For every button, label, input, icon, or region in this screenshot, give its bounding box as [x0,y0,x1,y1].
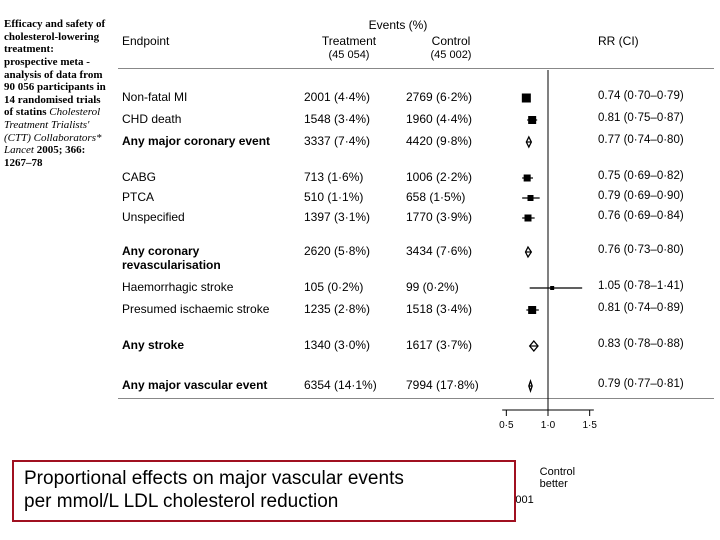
forest-plot: 0·5 1·0 1·5 [498,70,598,450]
row-control: 3434 (7·6%) [406,244,496,258]
row-treatment: 1340 (3·0%) [304,338,394,352]
row-control: 4420 (9·8%) [406,134,496,148]
row-control: 1617 (3·7%) [406,338,496,352]
hdr-treatment: Treatment [304,34,394,48]
row-control: 1518 (3·4%) [406,302,496,316]
svg-text:0·5: 0·5 [499,420,514,431]
hdr-control: Control [406,34,496,48]
row-label: Any major vascular event [122,378,297,392]
row-rr: 0.79 (0·69–0·90) [598,190,718,202]
row-control: 7994 (17·8%) [406,378,496,392]
table-row: CHD death1548 (3·4%)1960 (4·4%)0.81 (0·7… [118,112,714,130]
row-treatment: 510 (1·1%) [304,190,394,204]
row-label: CHD death [122,112,297,126]
row-rr: 0.81 (0·75–0·87) [598,112,718,124]
table-row: Unspecified1397 (3·1%)1770 (3·9%)0.76 (0… [118,210,714,228]
row-control: 1006 (2·2%) [406,170,496,184]
hdr-rr: RR (CI) [598,34,716,48]
row-treatment: 105 (0·2%) [304,280,394,294]
row-rr: 1.05 (0·78–1·41) [598,280,718,292]
citation-title: Efficacy and safety of cholesterol-lower… [4,18,106,118]
table-row: Any stroke1340 (3·0%)1617 (3·7%)0.83 (0·… [118,338,714,356]
svg-text:1·5: 1·5 [582,420,597,431]
row-label: Presumed ischaemic stroke [122,302,297,316]
table-row: Any coronary revascularisation2620 (5·8%… [118,244,714,262]
citation-sidebar: Efficacy and safety of cholesterol-lower… [4,18,110,170]
row-label: Haemorrhagic stroke [122,280,297,294]
table-row: Any major coronary event 3337 (7·4%) 4420 … [118,134,714,152]
row-control: 2769 (6·2%) [406,90,496,104]
axis-right1: Control [540,466,575,478]
row-label: CABG [122,170,297,184]
row-rr: 0.83 (0·78–0·88) [598,338,718,350]
row-treatment: 2001 (4·4%) [304,90,394,104]
rule-bottom [118,398,714,399]
row-rr: 0.76 (0·69–0·84) [598,210,718,222]
row-control: 658 (1·5%) [406,190,496,204]
row-rr: 0.76 (0·73–0·80) [598,244,718,256]
row-rr: 0.74 (0·70–0·79) [598,90,718,102]
axis-right2: better [540,478,575,490]
row-rr: 0.75 (0·69–0·82) [598,170,718,182]
row-treatment: 6354 (14·1%) [304,378,394,392]
rule-top [118,68,714,69]
row-label: PTCA [122,190,297,204]
row-control: 99 (0·2%) [406,280,496,294]
row-treatment: 1548 (3·4%) [304,112,394,126]
hdr-treatment-n: (45 054) [304,49,394,61]
forest-plot-panel: Events (%) Endpoint Treatment Control RR… [118,12,716,442]
table-row: Haemorrhagic stroke105 (0·2%)99 (0·2%)1.… [118,280,714,298]
row-treatment: 713 (1·6%) [304,170,394,184]
table-row: Any major vascular event 6354 (14·1%) 7994… [118,378,714,396]
table-row: Non-fatal MI2001 (4·4%)2769 (6·2%)0.74 (… [118,90,714,108]
row-rr: 0.81 (0·74–0·89) [598,302,718,314]
row-treatment: 3337 (7·4%) [304,134,394,148]
row-treatment: 2620 (5·8%) [304,244,394,258]
row-treatment: 1235 (2·8%) [304,302,394,316]
table-row: CABG713 (1·6%)1006 (2·2%)0.75 (0·69–0·82… [118,170,714,188]
hdr-control-n: (45 002) [406,49,496,61]
hdr-events: Events (%) [293,18,503,32]
row-label: Any major coronary event [122,134,297,148]
row-control: 1770 (3·9%) [406,210,496,224]
hdr-endpoint: Endpoint [122,34,292,48]
row-rr: 0.77 (0·74–0·80) [598,134,718,146]
caption-line1: Proportional effects on major vascular e… [24,468,404,489]
row-control: 1960 (4·4%) [406,112,496,126]
caption-box: Proportional effects on major vascular e… [12,460,516,522]
table-row: Presumed ischaemic stroke 1235 (2·8%) 1518… [118,302,714,320]
row-treatment: 1397 (3·1%) [304,210,394,224]
caption-line2: per mmol/L LDL cholesterol reduction [24,491,338,512]
row-label: Any stroke [122,338,297,352]
row-rr: 0.79 (0·77–0·81) [598,378,718,390]
svg-text:1·0: 1·0 [541,420,556,431]
row-label: Unspecified [122,210,297,224]
table-row: PTCA510 (1·1%)658 (1·5%)0.79 (0·69–0·90) [118,190,714,208]
row-label: Any coronary revascularisation [122,244,297,272]
row-label: Non-fatal MI [122,90,297,104]
